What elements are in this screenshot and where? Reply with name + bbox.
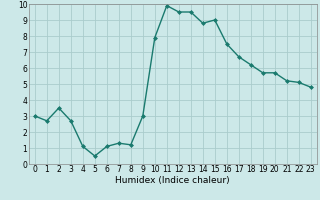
X-axis label: Humidex (Indice chaleur): Humidex (Indice chaleur) — [116, 176, 230, 185]
